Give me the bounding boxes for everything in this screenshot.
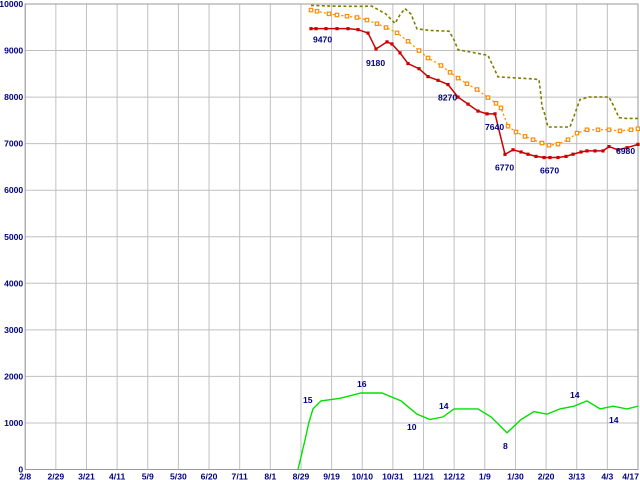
svg-text:3/13: 3/13 [568, 472, 585, 480]
svg-text:16: 16 [357, 379, 367, 389]
svg-text:5000: 5000 [4, 232, 23, 242]
svg-text:6670: 6670 [540, 166, 559, 176]
svg-text:6/20: 6/20 [201, 472, 218, 480]
svg-text:8000: 8000 [4, 92, 23, 102]
svg-text:5/9: 5/9 [142, 472, 154, 480]
svg-text:6000: 6000 [4, 185, 23, 195]
svg-text:9470: 9470 [313, 35, 332, 45]
svg-text:2000: 2000 [4, 371, 23, 381]
svg-text:4/3: 4/3 [601, 472, 613, 480]
svg-text:9/19: 9/19 [323, 472, 340, 480]
svg-text:4/11: 4/11 [109, 472, 125, 480]
svg-text:14: 14 [609, 415, 619, 425]
svg-text:8270: 8270 [438, 93, 457, 103]
svg-text:3000: 3000 [4, 325, 23, 335]
svg-text:7000: 7000 [4, 139, 23, 149]
svg-text:10/31: 10/31 [382, 472, 404, 480]
svg-text:7640: 7640 [485, 122, 504, 132]
svg-text:15: 15 [303, 395, 313, 405]
svg-text:10: 10 [407, 422, 417, 432]
svg-text:3/21: 3/21 [78, 472, 95, 480]
svg-text:10/10: 10/10 [351, 472, 373, 480]
svg-text:14: 14 [570, 390, 580, 400]
svg-text:10000: 10000 [0, 0, 23, 9]
svg-text:1/30: 1/30 [507, 472, 524, 480]
svg-text:4/17: 4/17 [622, 472, 639, 480]
svg-text:8/29: 8/29 [293, 472, 310, 480]
svg-text:8: 8 [503, 441, 508, 451]
svg-text:6770: 6770 [495, 162, 514, 172]
svg-text:9000: 9000 [4, 46, 23, 56]
svg-text:4000: 4000 [4, 278, 23, 288]
svg-text:11/21: 11/21 [413, 472, 434, 480]
svg-text:2/8: 2/8 [19, 472, 31, 480]
svg-text:9180: 9180 [366, 58, 385, 68]
svg-text:14: 14 [439, 401, 449, 411]
svg-text:2/29: 2/29 [47, 472, 64, 480]
svg-text:1/9: 1/9 [479, 472, 491, 480]
svg-text:7/11: 7/11 [232, 472, 248, 480]
svg-text:5/30: 5/30 [170, 472, 187, 480]
svg-text:2/20: 2/20 [538, 472, 555, 480]
svg-text:1000: 1000 [4, 418, 23, 428]
svg-text:8/1: 8/1 [264, 472, 276, 480]
svg-text:6980: 6980 [616, 146, 635, 156]
svg-text:12/12: 12/12 [443, 472, 465, 480]
